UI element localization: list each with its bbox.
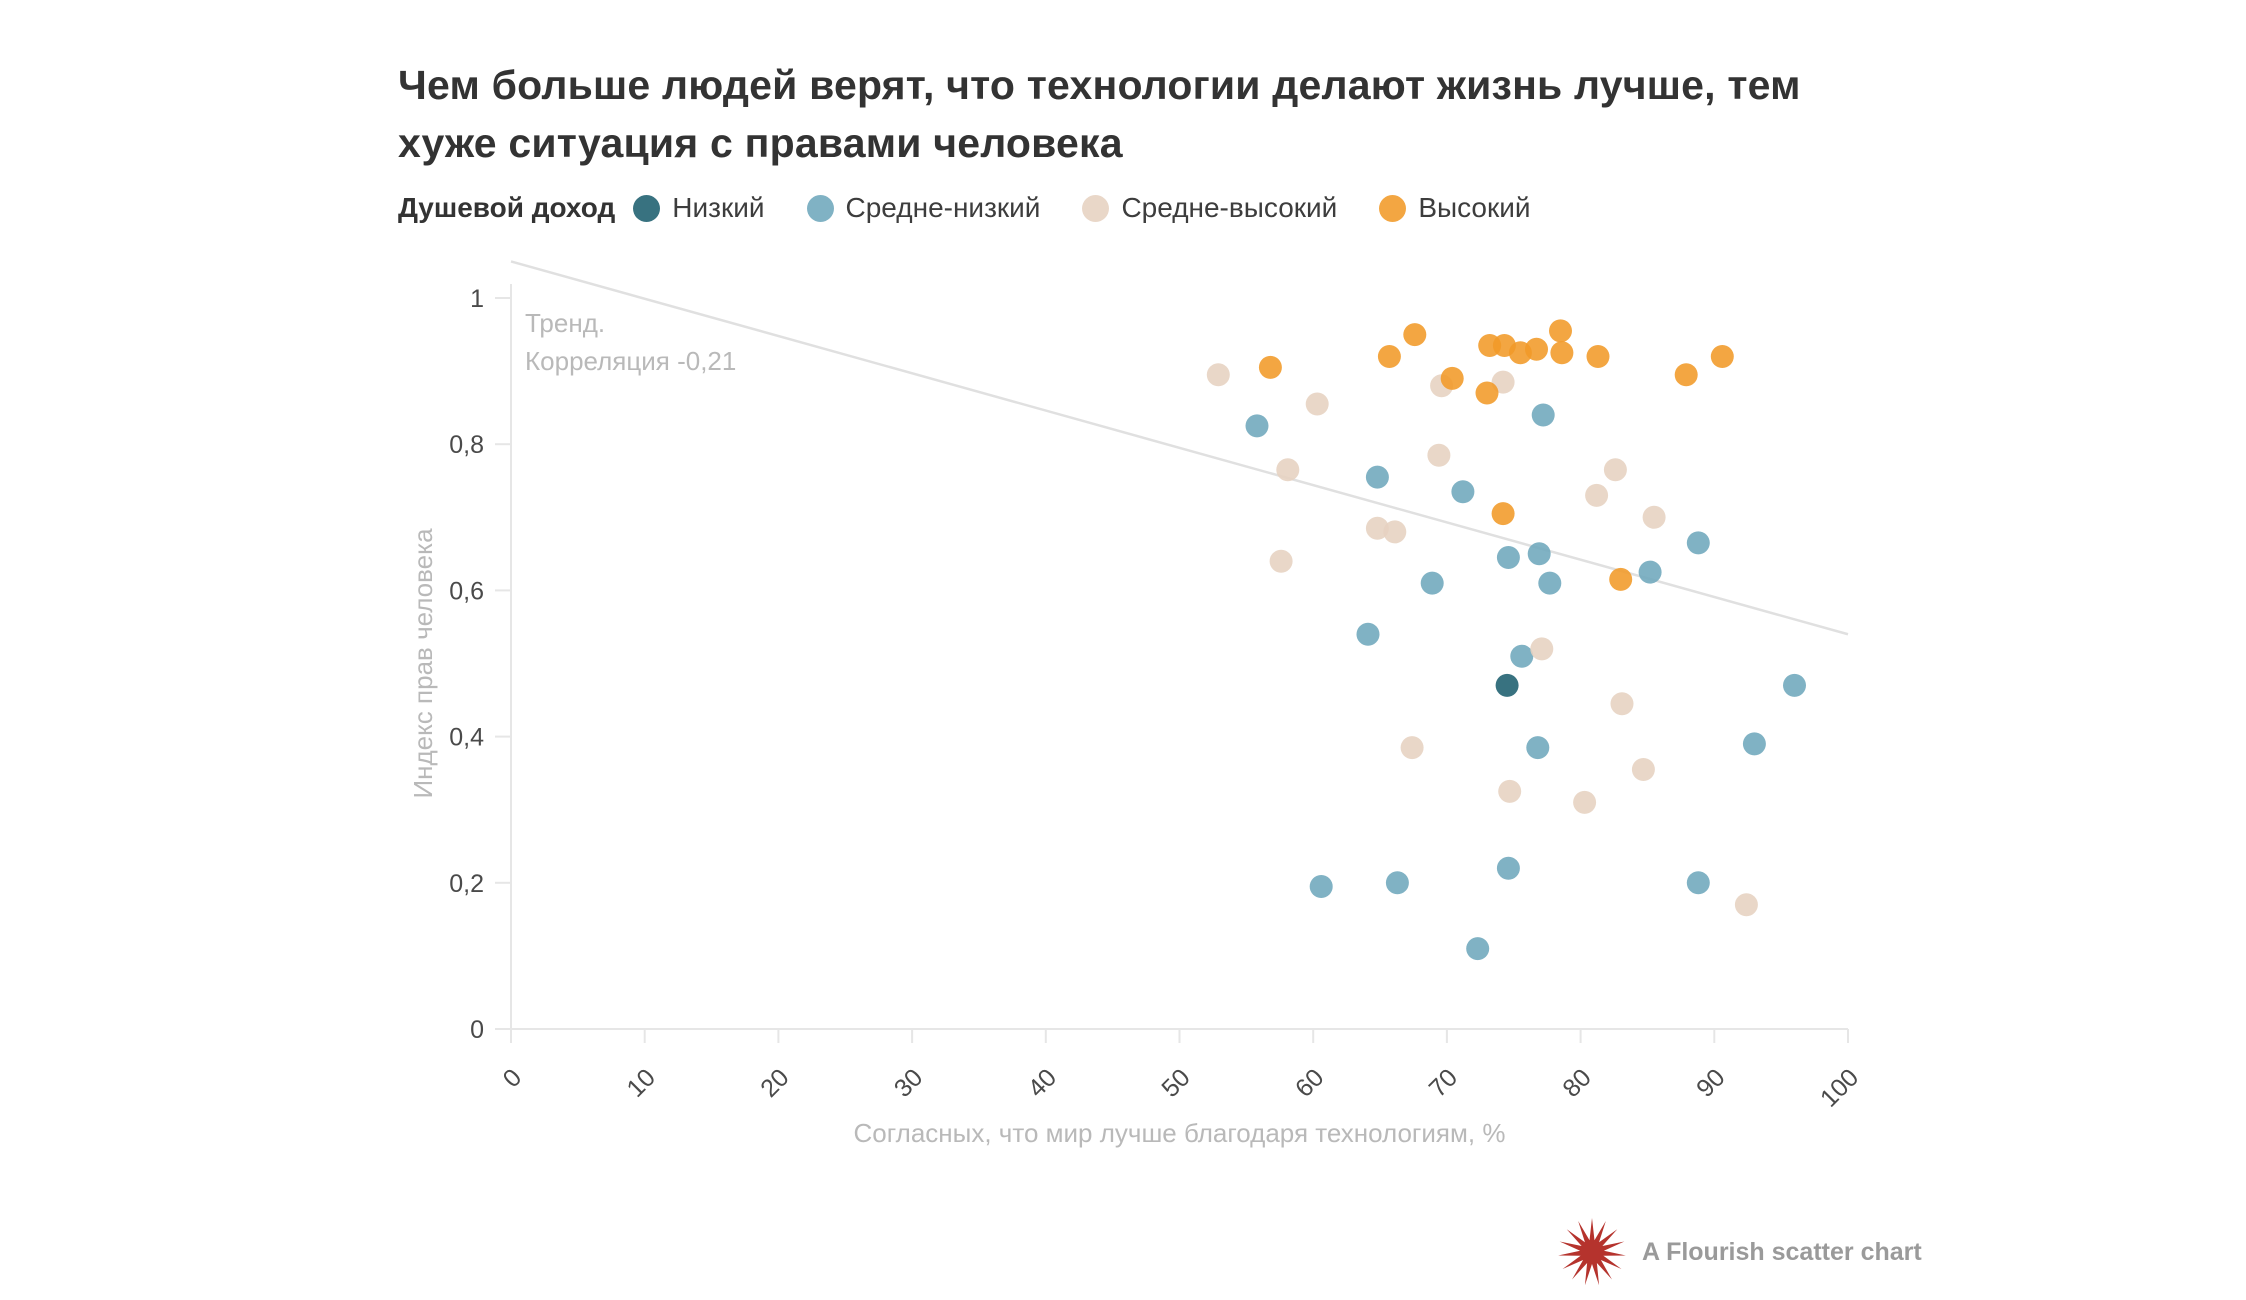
scatter-point-Высокий[interactable] (1586, 345, 1610, 368)
x-tick-label: 60 (1290, 1063, 1329, 1102)
y-tick-label: 0,4 (449, 724, 484, 752)
scatter-point-Средне-высокий[interactable] (1365, 516, 1389, 540)
legend-swatch-icon (633, 194, 661, 222)
scatter-point-Средне-низкий[interactable] (1526, 736, 1550, 760)
scatter-point-Средне-высокий[interactable] (1603, 458, 1627, 482)
trend-annotation-line1: Тренд. (525, 308, 605, 338)
x-tick-label: 0 (498, 1063, 528, 1093)
scatter-point-Средне-высокий[interactable] (1400, 736, 1424, 760)
x-axis-label: Согласных, что мир лучше благодаря техно… (854, 1118, 1506, 1148)
x-tick-label: 10 (621, 1063, 660, 1102)
scatter-point-Высокий[interactable] (1475, 381, 1499, 405)
scatter-point-Высокий[interactable] (1440, 366, 1464, 390)
scatter-point-Средне-низкий[interactable] (1385, 871, 1409, 895)
scatter-point-Средне-высокий[interactable] (1498, 779, 1522, 803)
scatter-point-Средне-низкий[interactable] (1686, 531, 1710, 555)
x-tick-label: 90 (1691, 1063, 1730, 1102)
scatter-point-Высокий[interactable] (1710, 345, 1734, 368)
footer-text: A Flourish scatter chart (1642, 1237, 1922, 1266)
scatter-point-Средне-низкий[interactable] (1356, 622, 1380, 646)
scatter-point-Средне-высокий[interactable] (1383, 520, 1407, 544)
scatter-point-Высокий[interactable] (1674, 363, 1698, 387)
legend-swatch-icon (806, 194, 834, 222)
scatter-point-Средне-низкий[interactable] (1496, 856, 1520, 880)
x-tick-label: 50 (1156, 1063, 1195, 1102)
scatter-point-Средне-высокий[interactable] (1206, 363, 1230, 387)
scatter-point-Высокий[interactable] (1550, 341, 1574, 365)
scatter-point-Средне-низкий[interactable] (1638, 560, 1662, 584)
legend-item-2[interactable]: Средне-высокий (1082, 192, 1337, 224)
y-tick-label: 0 (470, 1016, 484, 1044)
y-tick-label: 0,6 (449, 577, 484, 605)
flourish-logo-icon (1558, 1218, 1626, 1286)
legend: Душевой доход Низкий Средне-низкий Средне-… (398, 190, 1531, 226)
scatter-point-Средне-высокий[interactable] (1305, 392, 1329, 416)
x-tick-label: 30 (889, 1063, 928, 1102)
scatter-point-Средне-низкий[interactable] (1783, 673, 1806, 697)
scatter-point-Средне-низкий[interactable] (1451, 480, 1475, 504)
scatter-point-Высокий[interactable] (1525, 337, 1548, 361)
flourish-credit-link[interactable]: A Flourish scatter chart (1556, 1214, 1922, 1290)
legend-item-label: Высокий (1418, 192, 1531, 223)
scatter-point-Средне-низкий[interactable] (1527, 542, 1551, 566)
legend-item-3[interactable]: Высокий (1379, 192, 1531, 224)
scatter-point-Средне-высокий[interactable] (1642, 505, 1666, 529)
scatter-point-Средне-высокий[interactable] (1269, 549, 1293, 573)
scatter-point-Средне-высокий[interactable] (1585, 483, 1609, 507)
scatter-point-Средне-высокий[interactable] (1530, 637, 1554, 661)
legend-item-0[interactable]: Низкий (633, 192, 765, 224)
scatter-point-Средне-низкий[interactable] (1531, 403, 1555, 427)
scatter-point-Средне-низкий[interactable] (1496, 546, 1520, 569)
scatter-point-Средне-низкий[interactable] (1742, 732, 1766, 756)
scatter-point-Средне-высокий[interactable] (1631, 758, 1655, 781)
legend-item-label: Средне-низкий (845, 192, 1041, 223)
scatter-point-Средне-высокий[interactable] (1573, 790, 1597, 814)
scatter-point-Средне-низкий[interactable] (1466, 937, 1490, 961)
scatter-point-Высокий[interactable] (1377, 345, 1401, 368)
scatter-point-Средне-низкий[interactable] (1538, 571, 1562, 595)
legend-item-label: Низкий (672, 192, 765, 223)
scatter-point-Средне-низкий[interactable] (1309, 875, 1333, 898)
legend-title: Душевой доход (398, 192, 616, 223)
scatter-point-Средне-высокий[interactable] (1491, 370, 1515, 394)
scatter-point-Средне-низкий[interactable] (1510, 644, 1534, 668)
x-tick-label: 100 (1815, 1063, 1864, 1112)
x-tick-label: 40 (1023, 1063, 1062, 1102)
legend-items: Низкий Средне-низкий Средне-высокий Высокий (633, 192, 1531, 224)
y-axis-label: Индекс прав человека (408, 528, 438, 799)
scatter-point-Средне-низкий[interactable] (1245, 414, 1269, 438)
scatter-point-Средне-низкий[interactable] (1686, 871, 1710, 895)
y-tick-label: 1 (470, 285, 484, 313)
scatter-point-Средне-низкий[interactable] (1365, 465, 1389, 489)
legend-item-1[interactable]: Средне-низкий (806, 192, 1041, 224)
scatter-point-Высокий[interactable] (1403, 323, 1427, 347)
scatter-point-Средне-высокий[interactable] (1427, 443, 1451, 467)
y-tick-label: 0,2 (449, 870, 484, 898)
scatter-point-Средне-низкий[interactable] (1420, 571, 1444, 595)
scatter-point-Высокий[interactable] (1549, 319, 1572, 343)
scatter-point-Средне-высокий[interactable] (1734, 893, 1758, 917)
x-tick-label: 20 (755, 1063, 794, 1102)
x-tick-label: 80 (1557, 1063, 1596, 1102)
legend-swatch-icon (1082, 194, 1110, 222)
scatter-point-Средне-высокий[interactable] (1276, 458, 1300, 482)
x-tick-label: 70 (1424, 1063, 1463, 1102)
scatter-point-Средне-высокий[interactable] (1610, 692, 1634, 716)
y-tick-label: 0,8 (449, 431, 484, 459)
trend-annotation-line2: Корреляция -0,21 (525, 346, 736, 376)
legend-item-label: Средне-высокий (1121, 192, 1338, 223)
scatter-point-Высокий[interactable] (1491, 502, 1515, 526)
scatter-point-Высокий[interactable] (1258, 355, 1282, 379)
chart-title: Чем больше людей верят, что технологии д… (398, 62, 1801, 167)
legend-swatch-icon (1379, 194, 1407, 222)
flourish-starburst (1558, 1218, 1626, 1286)
scatter-point-Высокий[interactable] (1609, 567, 1633, 591)
scatter-point-Низкий[interactable] (1495, 673, 1519, 697)
